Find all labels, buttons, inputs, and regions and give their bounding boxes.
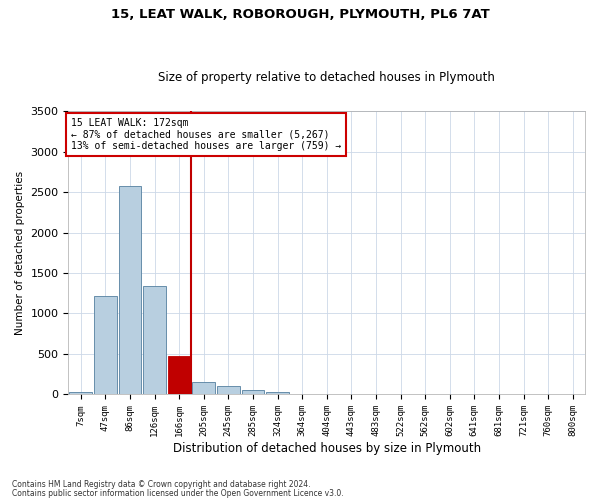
Title: Size of property relative to detached houses in Plymouth: Size of property relative to detached ho…	[158, 70, 495, 84]
Text: 15, LEAT WALK, ROBOROUGH, PLYMOUTH, PL6 7AT: 15, LEAT WALK, ROBOROUGH, PLYMOUTH, PL6 …	[110, 8, 490, 20]
Bar	[94, 296, 116, 394]
Bar	[242, 390, 264, 394]
Text: 15 LEAT WALK: 172sqm
← 87% of detached houses are smaller (5,267)
13% of semi-de: 15 LEAT WALK: 172sqm ← 87% of detached h…	[71, 118, 341, 150]
Text: Contains HM Land Registry data © Crown copyright and database right 2024.: Contains HM Land Registry data © Crown c…	[12, 480, 311, 489]
Bar	[217, 386, 239, 394]
Bar	[119, 186, 141, 394]
Bar	[143, 286, 166, 395]
Text: Contains public sector information licensed under the Open Government Licence v3: Contains public sector information licen…	[12, 488, 344, 498]
Bar	[193, 382, 215, 394]
Bar	[266, 392, 289, 394]
Bar	[70, 392, 92, 394]
Y-axis label: Number of detached properties: Number of detached properties	[15, 170, 25, 335]
Bar	[168, 356, 190, 395]
X-axis label: Distribution of detached houses by size in Plymouth: Distribution of detached houses by size …	[173, 442, 481, 455]
